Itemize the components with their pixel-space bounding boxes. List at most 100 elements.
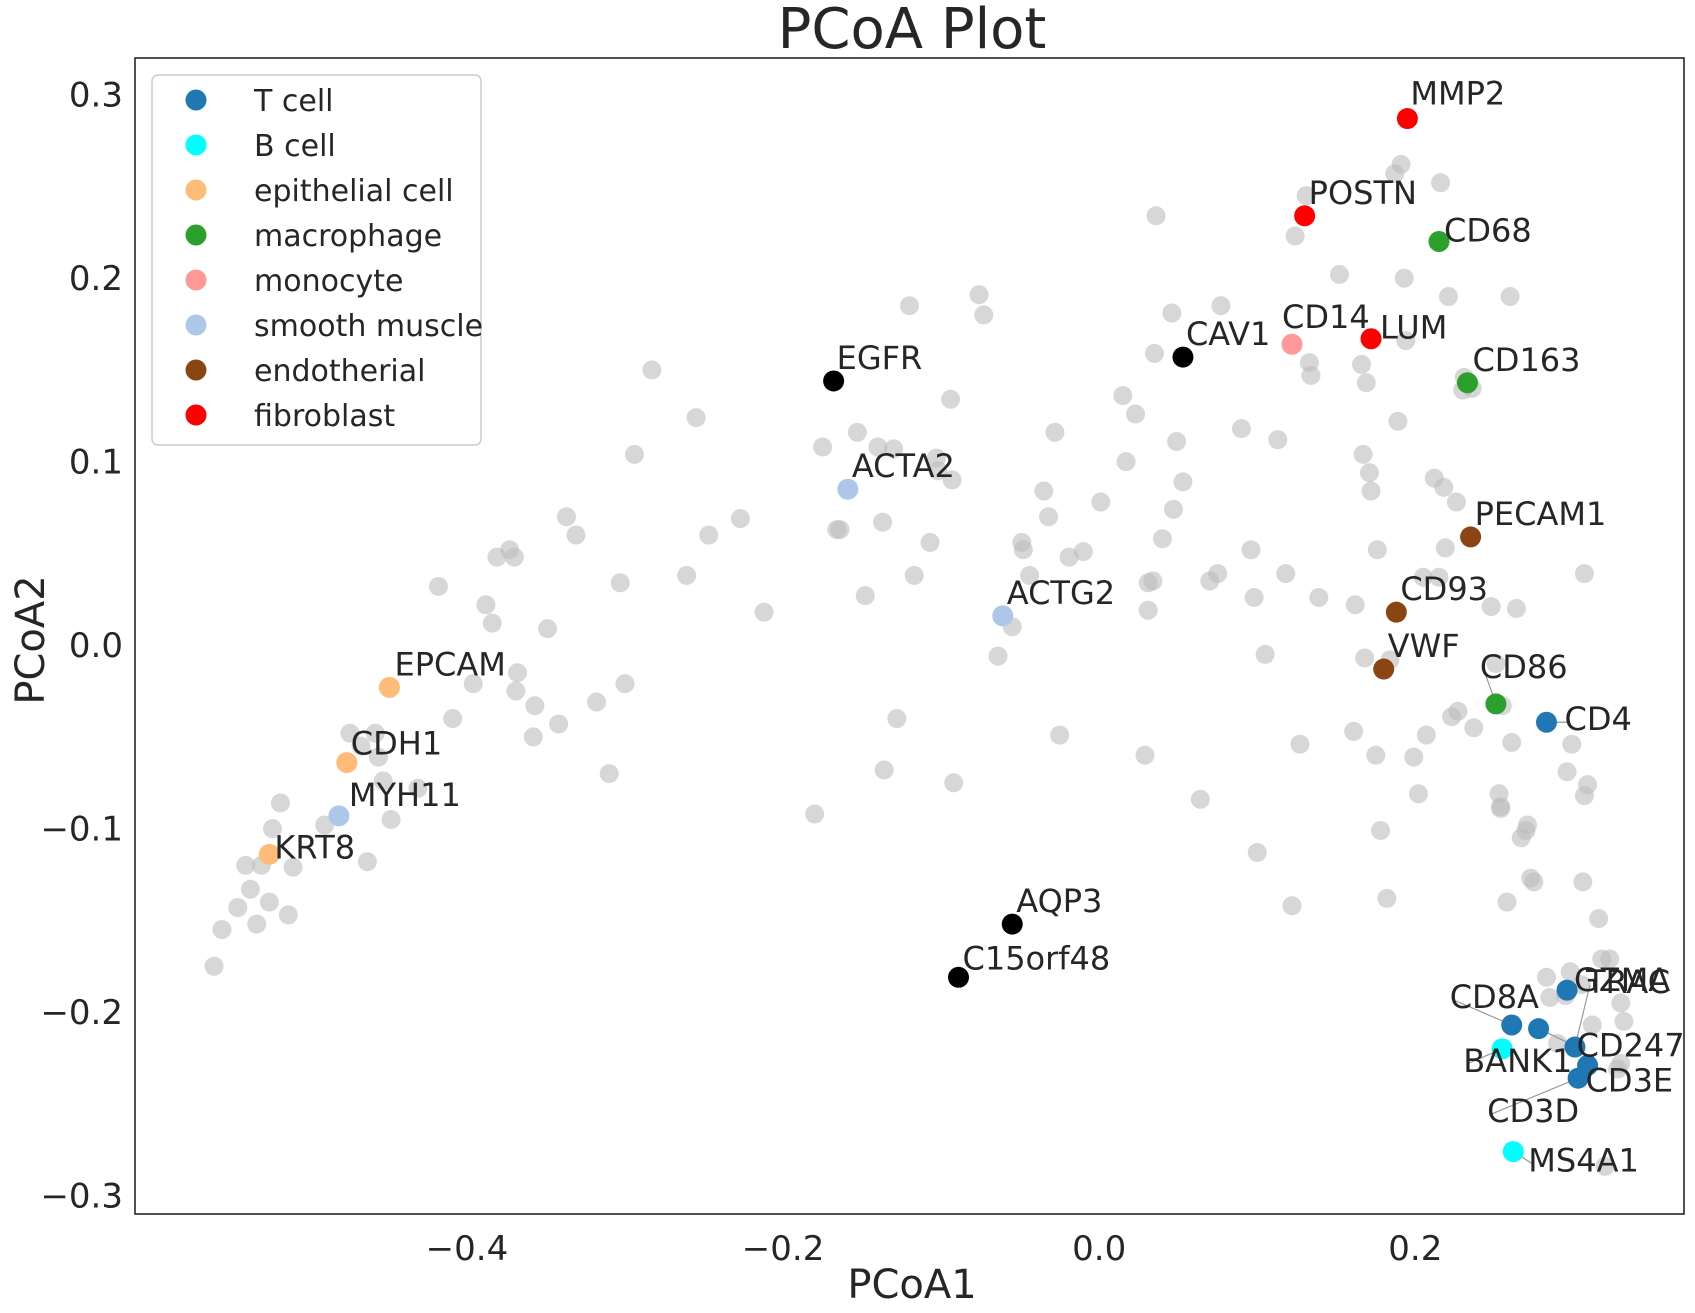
background-point xyxy=(1491,798,1511,818)
background-point xyxy=(1536,967,1556,987)
point-cd163 xyxy=(1456,372,1478,394)
y-tick-label: 0.2 xyxy=(69,259,123,299)
background-point xyxy=(1231,419,1251,439)
background-point xyxy=(1573,872,1593,892)
background-point xyxy=(1116,452,1136,472)
x-tick-label: −0.2 xyxy=(742,1229,825,1269)
background-point xyxy=(1144,343,1164,363)
background-point xyxy=(1113,386,1133,406)
point-cd68 xyxy=(1428,230,1450,252)
point-label-pecam1: PECAM1 xyxy=(1475,495,1607,533)
background-point xyxy=(1309,587,1329,607)
background-point xyxy=(944,773,964,793)
background-point xyxy=(557,507,577,527)
point-label-krt8: KRT8 xyxy=(274,828,355,866)
background-point xyxy=(1448,701,1468,721)
background-point xyxy=(1162,303,1182,323)
background-point xyxy=(887,709,907,729)
highlighted-points xyxy=(258,108,1599,1163)
point-krt8 xyxy=(258,843,280,865)
background-point xyxy=(813,437,833,457)
background-point xyxy=(1518,815,1538,835)
background-point xyxy=(1578,775,1598,795)
point-label-cd93: CD93 xyxy=(1400,570,1488,608)
point-postn xyxy=(1294,205,1316,227)
background-point xyxy=(699,525,719,545)
point-bank1 xyxy=(1491,1038,1513,1060)
background-point xyxy=(1353,444,1373,464)
background-point xyxy=(1290,734,1310,754)
background-point xyxy=(805,804,825,824)
background-point xyxy=(283,857,303,877)
background-point xyxy=(677,565,697,585)
legend-label-t-cell: T cell xyxy=(253,84,333,119)
point-label-cd4: CD4 xyxy=(1564,700,1631,738)
x-tick-label: 0.0 xyxy=(1072,1229,1126,1269)
background-point xyxy=(1359,463,1379,483)
background-point xyxy=(1013,540,1033,560)
background-point xyxy=(754,602,774,622)
background-point xyxy=(830,520,850,540)
background-point xyxy=(357,852,377,872)
background-point xyxy=(270,793,290,813)
background-point xyxy=(247,914,267,934)
background-point xyxy=(1371,821,1391,841)
background-point xyxy=(1557,762,1577,782)
point-label-cdh1: CDH1 xyxy=(351,725,442,763)
background-point xyxy=(928,461,948,481)
background-point xyxy=(525,696,545,716)
point-c15orf48 xyxy=(947,966,969,988)
background-point xyxy=(538,619,558,639)
background-point xyxy=(624,444,644,464)
y-axis-title: PCoA2 xyxy=(8,575,54,704)
background-point xyxy=(1560,962,1580,982)
background-point xyxy=(1524,872,1544,892)
background-point xyxy=(1241,540,1261,560)
background-point xyxy=(1497,892,1517,912)
x-tick-label: 0.2 xyxy=(1388,1229,1442,1269)
background-point xyxy=(506,681,526,701)
background-point xyxy=(1163,499,1183,519)
background-point xyxy=(873,512,893,532)
point-label-cd86: CD86 xyxy=(1480,648,1568,686)
background-point xyxy=(587,692,607,712)
background-point xyxy=(278,905,298,925)
background-point xyxy=(1413,567,1433,587)
background-point xyxy=(1500,287,1520,307)
point-vwf xyxy=(1373,658,1395,680)
x-axis-ticks: −0.4 −0.2 0.0 0.2 xyxy=(426,1229,1443,1269)
background-point xyxy=(1396,331,1416,351)
background-point xyxy=(482,613,502,633)
point-label-ms4a1: MS4A1 xyxy=(1528,1142,1639,1180)
point-label-postn: POSTN xyxy=(1309,174,1417,212)
point-egfr xyxy=(823,370,845,392)
point-label-c15orf48: C15orf48 xyxy=(962,939,1110,977)
point-cav1 xyxy=(1172,346,1194,368)
background-point xyxy=(988,646,1008,666)
point-label-bank1: BANK1 xyxy=(1463,1042,1572,1080)
background-point xyxy=(1344,721,1364,741)
background-point xyxy=(566,525,586,545)
y-tick-label: −0.1 xyxy=(40,810,123,850)
background-point xyxy=(1146,206,1166,226)
point-cd93 xyxy=(1385,601,1407,623)
leader-line-cd8a xyxy=(1453,999,1512,1026)
point-lum xyxy=(1360,328,1382,350)
y-tick-label: −0.2 xyxy=(40,993,123,1033)
background-point xyxy=(1135,745,1155,765)
background-point xyxy=(1481,597,1501,617)
background-point xyxy=(1352,354,1372,374)
point-labels: MMP2 POSTN LUM CD68 CD163 CD86 CD14 CAV1 EGFR AQP… xyxy=(274,75,1684,1180)
background-point xyxy=(1614,1011,1634,1031)
background-point xyxy=(259,892,279,912)
background-point xyxy=(1367,540,1387,560)
point-cd8a xyxy=(1501,1014,1523,1036)
y-tick-label: 0.3 xyxy=(69,76,123,116)
background-point xyxy=(1138,600,1158,620)
background-point xyxy=(1435,538,1455,558)
legend: T cell B cell epithelial cell macrophage mon… xyxy=(151,74,483,446)
point-label-mmp2: MMP2 xyxy=(1410,75,1505,113)
background-point xyxy=(1020,565,1040,585)
point-label-myh11: MYH11 xyxy=(349,776,461,814)
background-point xyxy=(340,723,360,743)
